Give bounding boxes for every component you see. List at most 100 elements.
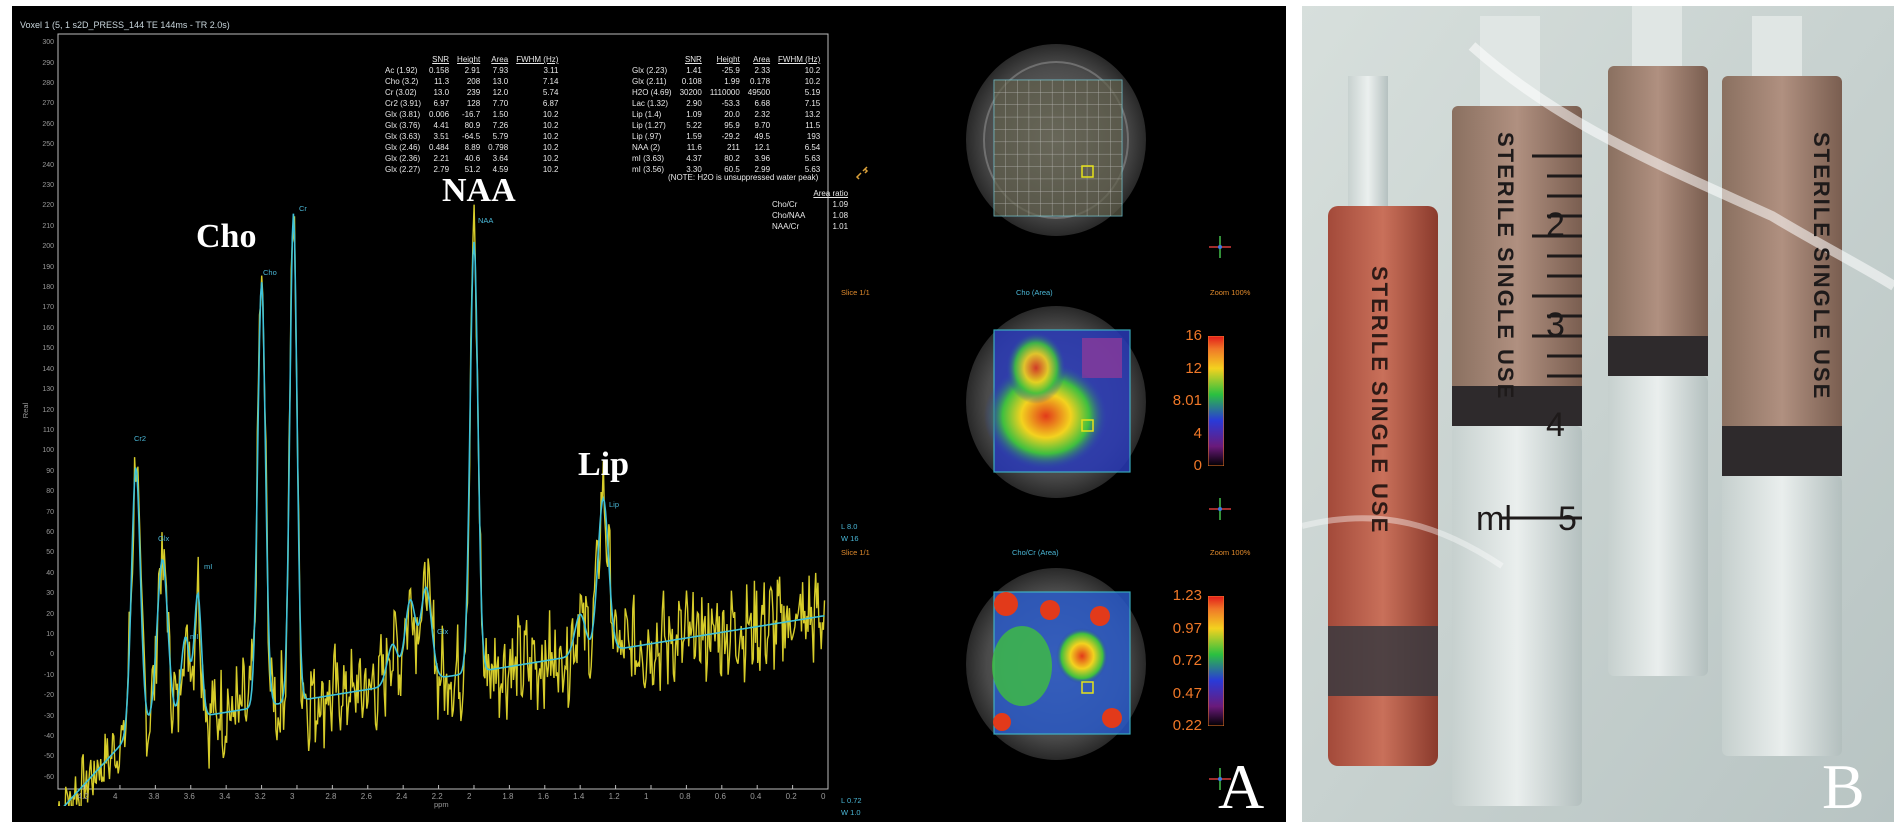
x-tick-label: 3.4 xyxy=(219,792,231,801)
ratio-name: Cho/Cr xyxy=(772,200,798,209)
table-row: Glx (3.76) 4.41 80.9 7.26 10.2 xyxy=(385,120,562,131)
ratio-value: 1.09 xyxy=(832,200,849,209)
colorbar-label: 0 xyxy=(1193,457,1202,474)
colorbar-label: 0.47 xyxy=(1172,684,1202,702)
peak-tag-mi: mI xyxy=(190,632,199,641)
table-cell: 7.93 xyxy=(492,66,509,75)
y-tick-label: 200 xyxy=(42,243,54,251)
table-cell: 3.51 xyxy=(433,132,450,141)
col-header: Height xyxy=(457,55,481,64)
colorbar-cho xyxy=(1208,336,1224,466)
brain-cho-cr-map xyxy=(966,568,1146,760)
syringes-photo xyxy=(1302,6,1894,822)
y-tick-label: 170 xyxy=(42,304,54,312)
table-cell: 10.2 xyxy=(542,143,559,152)
table-cell: 5.19 xyxy=(804,88,821,97)
table-cell: 6.68 xyxy=(754,99,771,108)
col-header: FWHM (Hz) xyxy=(778,55,821,64)
table-cell: 5.63 xyxy=(804,165,821,174)
y-tick-label: 90 xyxy=(46,467,54,475)
panel-b-syringes: STERILE SINGLE USE STERILE SINGLE USE ST… xyxy=(1302,6,1894,822)
ratio-value: 1.01 xyxy=(832,222,849,231)
col-header: SNR xyxy=(684,55,702,64)
table-row: Cho/NAA 1.08 xyxy=(772,210,852,221)
metabolite-table-left: SNR Height Area FWHM (Hz) Ac (1.92) 0.158 2.91… xyxy=(385,54,562,175)
table-cell: 2.33 xyxy=(754,66,771,75)
metabolite-name: Glx (2.27) xyxy=(385,165,421,174)
table-row: Cr2 (3.91) 6.97 128 7.70 6.87 xyxy=(385,98,562,109)
y-tick-label: -50 xyxy=(43,753,54,761)
metabolite-name: Glx (2.46) xyxy=(385,143,421,152)
y-tick-label: 230 xyxy=(42,182,54,190)
peak-tag-cho: Cho xyxy=(263,268,277,277)
table-cell: -29.2 xyxy=(721,132,740,141)
x-tick-label: 2 xyxy=(466,792,472,801)
table-row: Cr (3.02) 13.0 239 12.0 5.74 xyxy=(385,87,562,98)
table-cell: 4.59 xyxy=(492,165,509,174)
metabolite-name: Lip (1.27) xyxy=(632,121,666,130)
x-tick-label: 3.6 xyxy=(183,792,195,801)
table-cell: 2.79 xyxy=(433,165,450,174)
table-row: mI (3.63) 4.37 80.2 3.96 5.63 xyxy=(632,153,824,164)
y-tick-label: -30 xyxy=(43,712,54,720)
peak-tag-lip: Lip xyxy=(609,500,620,509)
y-tick-label: 300 xyxy=(42,39,54,47)
metabolite-name: Lac (1.32) xyxy=(632,99,669,108)
x-tick-label: 3 xyxy=(289,792,295,801)
table-cell: 0.484 xyxy=(429,143,450,152)
table-cell: 1.41 xyxy=(686,66,702,75)
y-tick-label: 120 xyxy=(42,406,54,414)
x-tick-label: 4 xyxy=(112,792,118,801)
colorbar-cho-cr xyxy=(1208,596,1224,726)
x-tick-label: 1.6 xyxy=(537,792,549,801)
metabolite-name: Cr2 (3.91) xyxy=(385,99,422,108)
table-cell: 239 xyxy=(466,88,481,97)
colorbar-label: 8.01 xyxy=(1172,392,1202,409)
table-row: Glx (3.81) 0.006 -16.7 1.50 10.2 xyxy=(385,109,562,120)
table-cell: 9.70 xyxy=(754,121,771,130)
table-row: mI (3.56) 3.30 60.5 2.99 5.63 xyxy=(632,164,824,175)
x-tick-label: 4.2 xyxy=(77,792,89,801)
table-cell: 40.6 xyxy=(464,154,481,163)
table-row: Glx (2.36) 2.21 40.6 3.64 10.2 xyxy=(385,153,562,164)
table-row: Lip (1.4) 1.09 20.0 2.32 13.2 xyxy=(632,109,824,120)
orientation-icon xyxy=(1209,768,1231,790)
table-cell: 49500 xyxy=(747,88,771,97)
y-tick-label: 100 xyxy=(42,447,54,455)
table-cell: 30200 xyxy=(679,88,702,97)
panel-a-mrs: Voxel 1 (5, 1 s2D_PRESS_144 TE 144ms - T… xyxy=(12,6,1286,822)
y-tick-label: 20 xyxy=(46,610,54,618)
table-cell: 1.09 xyxy=(686,110,702,119)
table-cell: 4.41 xyxy=(433,121,450,130)
table-cell: 95.9 xyxy=(724,121,740,130)
colorbar-label: 4 xyxy=(1193,424,1202,442)
table-row: Glx (2.23) 1.41 -25.9 2.33 10.2 xyxy=(632,65,824,76)
voxel-title: Voxel 1 (5, 1 s2D_PRESS_144 TE 144ms - T… xyxy=(20,20,230,30)
x-tick-label: 0 xyxy=(821,792,826,801)
table-cell: 11.5 xyxy=(805,121,821,130)
zoom-label-1: Zoom 100% xyxy=(1210,288,1251,297)
col-header: SNR xyxy=(432,55,450,64)
table-cell: -25.9 xyxy=(721,66,740,75)
table-cell: 0.178 xyxy=(750,77,771,86)
col-header xyxy=(632,54,676,65)
x-tick-label: 0.2 xyxy=(785,792,797,801)
brain-cho-map xyxy=(966,306,1146,498)
orientation-icon xyxy=(1209,498,1231,520)
peak-tag-glx: Glx xyxy=(158,534,170,543)
table-cell: 5.63 xyxy=(804,154,821,163)
link-icon xyxy=(855,166,869,180)
y-tick-label: 110 xyxy=(42,426,54,434)
metabolite-name: Cho (3.2) xyxy=(385,77,419,86)
table-cell: 13.0 xyxy=(492,77,509,86)
x-tick-label: 0.8 xyxy=(679,792,691,801)
table-cell: 7.14 xyxy=(542,77,559,86)
table-row: Lip (1.27) 5.22 95.9 9.70 11.5 xyxy=(632,120,824,131)
table-cell: 20.0 xyxy=(724,110,740,119)
area-ratio-table: Area ratio Cho/Cr 1.09 Cho/NAA 1.08 NAA/Cr 1.0… xyxy=(772,188,852,232)
metabolite-table-right: SNR Height Area FWHM (Hz) Glx (2.23) 1.41 -25.… xyxy=(632,54,824,175)
y-tick-label: 10 xyxy=(46,630,54,638)
table-cell: 211 xyxy=(727,143,740,152)
y-tick-label: 160 xyxy=(42,324,54,332)
table-cell: 3.11 xyxy=(543,66,559,75)
